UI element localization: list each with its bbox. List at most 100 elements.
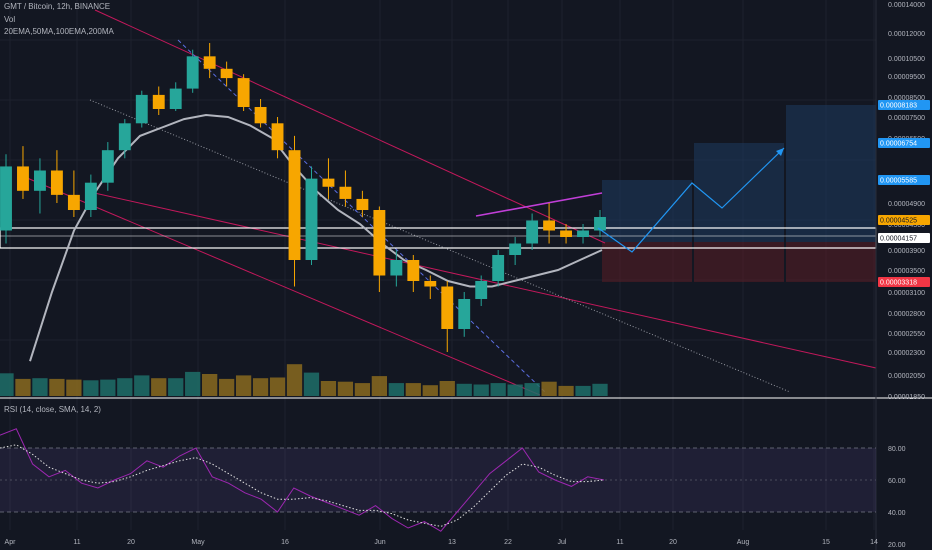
time-tick-label: 20 xyxy=(127,539,135,546)
volume-bar xyxy=(303,372,320,396)
volume-legend[interactable]: Vol xyxy=(4,15,16,24)
time-tick-label: 15 xyxy=(822,539,830,546)
volume-bar xyxy=(541,381,557,396)
time-tick-label: Jul xyxy=(558,539,567,546)
volume-bar xyxy=(507,384,523,396)
candle-body xyxy=(203,56,216,69)
projection-zones xyxy=(602,105,876,282)
volume-bar xyxy=(235,375,252,396)
channel-upper-line xyxy=(94,9,606,244)
projection-arrow-head xyxy=(776,148,784,156)
volume-bar xyxy=(66,379,82,396)
rsi-tick-label: 40.00 xyxy=(888,510,906,517)
volume-bar xyxy=(337,381,354,396)
time-tick-label: 11 xyxy=(73,539,80,546)
candle-body xyxy=(186,56,199,89)
candle-body xyxy=(169,88,182,109)
channel-midline xyxy=(89,99,791,393)
price-tick-label: 0.00004300 xyxy=(888,222,925,229)
candle-body xyxy=(594,217,606,231)
price-tag-label: 0.00003318 xyxy=(880,280,917,287)
candle-body xyxy=(118,123,131,151)
price-tick-label: 0.00004900 xyxy=(888,201,925,208)
candle-body xyxy=(288,150,301,260)
rsi-axis-labels: 80.00 60.00 40.00 20.00 xyxy=(888,446,906,549)
candle-body xyxy=(50,170,63,195)
volume-bars xyxy=(0,364,608,396)
rsi-tick-label: 80.00 xyxy=(888,446,906,453)
candle-body xyxy=(339,186,352,199)
time-tick-label: 13 xyxy=(448,539,456,546)
candle-body xyxy=(441,286,454,329)
volume-bar xyxy=(473,384,489,396)
price-tick-label: 0.00002800 xyxy=(888,311,925,318)
price-tag-bg xyxy=(878,138,930,148)
candle-body xyxy=(67,194,80,210)
volume-bar xyxy=(83,380,99,396)
volume-bar xyxy=(100,379,116,396)
candle-body xyxy=(271,123,284,151)
volume-bar xyxy=(439,381,455,396)
candle-body xyxy=(390,260,403,276)
time-tick-label: Apr xyxy=(5,539,17,546)
volume-bar xyxy=(0,373,14,396)
candle-body xyxy=(492,255,505,281)
volume-bar xyxy=(202,374,218,396)
projection-path xyxy=(597,147,785,253)
rsi-tick-label: 60.00 xyxy=(888,478,906,485)
candle-body xyxy=(0,166,12,231)
volume-bar xyxy=(185,371,201,396)
time-axis-labels: Apr 11 20 May 16 Jun 13 22 Jul 11 20 Aug 15 14 xyxy=(5,539,878,546)
candle-body xyxy=(526,220,539,244)
symbol-title[interactable]: GMT / Bitcoin, 12h, BINANCE xyxy=(4,2,111,11)
volume-bar xyxy=(32,378,48,396)
time-tick-label: Jun xyxy=(374,539,385,546)
volume-bar xyxy=(371,376,388,396)
channel-lower-line xyxy=(89,191,877,369)
rsi-panel xyxy=(0,428,876,532)
price-tick-label: 0.00012000 xyxy=(888,31,925,38)
candle-body xyxy=(220,68,233,79)
price-tag-label: 0.00004157 xyxy=(880,236,917,243)
time-tick-label: 22 xyxy=(504,539,512,546)
price-tick-label: 0.00001850 xyxy=(888,394,925,401)
price-tick-label: 0.00010500 xyxy=(888,56,925,63)
candle-body xyxy=(543,220,556,231)
price-tick-label: 0.00002050 xyxy=(888,373,925,380)
volume-bar xyxy=(490,383,506,396)
candle-body xyxy=(254,107,267,124)
candle-body xyxy=(577,230,589,237)
target-zone-2 xyxy=(694,143,784,242)
candle-body xyxy=(84,182,97,210)
stop-zone xyxy=(602,242,876,282)
price-tag-label: 0.00006754 xyxy=(880,141,917,148)
candle-body xyxy=(101,150,114,183)
volume-bar xyxy=(168,378,184,396)
volume-bar xyxy=(422,385,438,396)
candle-body xyxy=(305,178,318,260)
volume-bar xyxy=(286,364,303,396)
time-tick-label: Aug xyxy=(737,539,750,546)
price-tick-label: 0.00014000 xyxy=(888,2,925,9)
price-tick-label: 0.00009500 xyxy=(888,74,925,81)
rsi-legend[interactable]: RSI (14, close, SMA, 14, 2) xyxy=(4,405,101,414)
time-tick-label: 14 xyxy=(870,539,878,546)
candle-body xyxy=(424,281,437,287)
price-tick-label: 0.00003500 xyxy=(888,268,925,275)
time-tick-label: 20 xyxy=(669,539,677,546)
target-zone-1 xyxy=(602,180,692,242)
rsi-tick-label: 20.00 xyxy=(888,542,906,549)
price-tag-label: 0.00005585 xyxy=(880,178,917,185)
candle-body xyxy=(509,243,522,255)
volume-bar xyxy=(252,378,269,396)
volume-bar xyxy=(405,383,421,396)
price-tick-label: 0.00008500 xyxy=(888,95,925,102)
price-tag-label: 0.00008183 xyxy=(880,103,917,110)
price-tag-bg xyxy=(878,233,930,243)
volume-bar xyxy=(354,383,371,396)
ema-legend[interactable]: 20EMA,50MA,100EMA,200MA xyxy=(4,27,114,36)
price-tags: 0.00008183 0.00006754 0.00005585 0.00004525… xyxy=(878,100,930,287)
time-tick-label: 16 xyxy=(281,539,289,546)
price-tag-bg xyxy=(878,175,930,185)
